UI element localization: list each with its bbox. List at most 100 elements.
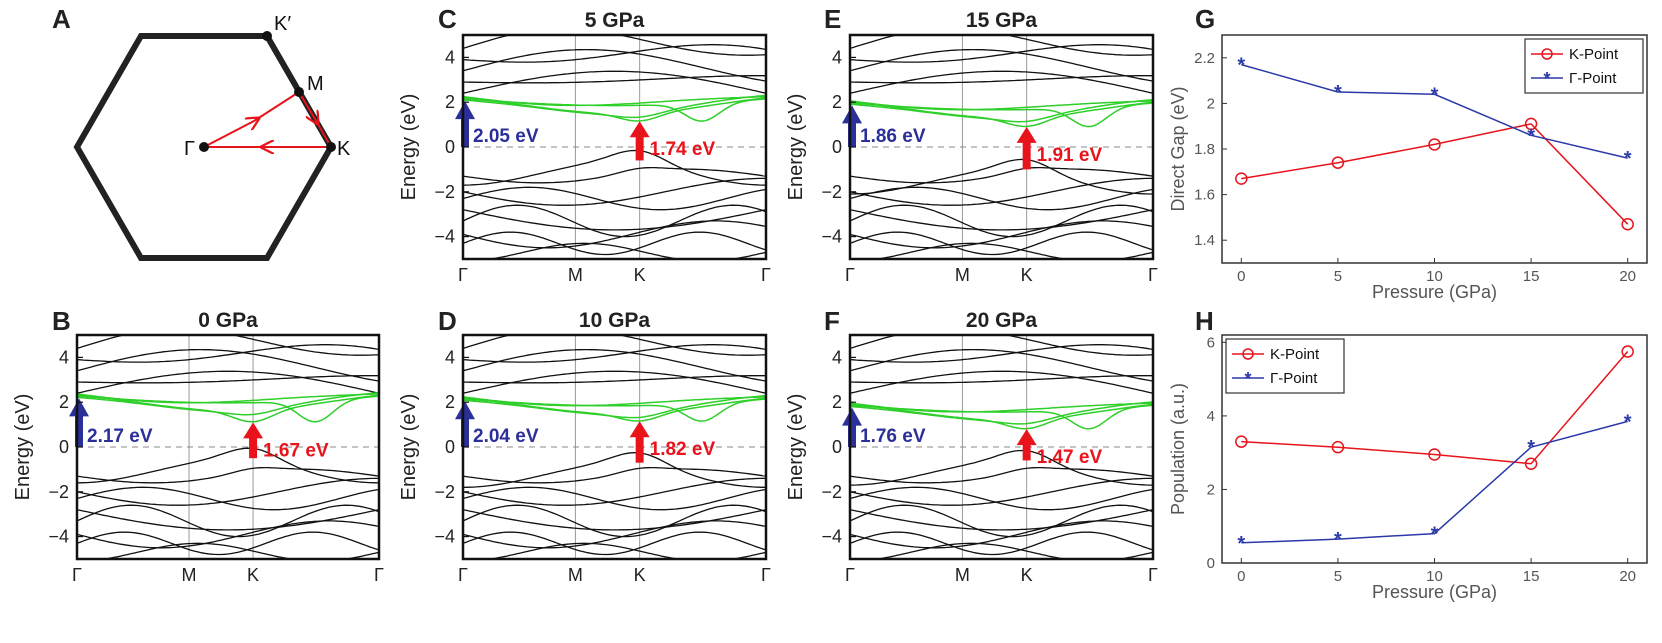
band-line: [463, 149, 766, 186]
panel-title: 20 GPa: [966, 309, 1038, 332]
data-point: *: [1334, 529, 1342, 551]
k-arrow-head: [629, 121, 650, 138]
y-tick-label: 2: [445, 92, 455, 112]
panel-title: 10 GPa: [579, 309, 651, 332]
band-line: [463, 344, 766, 363]
band-line: [850, 231, 1153, 256]
gamma-gap-label: 2.17 eV: [87, 426, 153, 447]
legend-label: K-Point: [1569, 46, 1619, 63]
band-line-green: [850, 100, 1153, 111]
band-line: [463, 477, 766, 506]
panel-label-d: D: [438, 306, 457, 336]
k-arrow-shaft: [1022, 140, 1031, 170]
band-line: [77, 466, 379, 484]
data-point: [1235, 435, 1248, 448]
kpath-label: Γ: [1148, 565, 1158, 585]
kpath-label: K: [634, 565, 646, 585]
y-tick-label: 1.8: [1194, 141, 1215, 158]
band-line: [486, 242, 766, 259]
y-tick-label: −4: [821, 227, 842, 247]
band-line: [850, 509, 1153, 531]
band-line: [850, 504, 1153, 538]
band-line: [850, 186, 1153, 211]
band-line: [463, 44, 766, 63]
panel-label-f: F: [824, 306, 840, 336]
band-line: [463, 520, 766, 549]
kpath-label: Γ: [1148, 265, 1158, 285]
panel-title: 0 GPa: [198, 309, 258, 332]
population-plot: 0 5 10 15 20 0 2 4 6 Pressure (GPa) Population (a.…: [1168, 334, 1648, 602]
y-tick-label: −2: [821, 182, 842, 202]
kpath-label: Γ: [72, 565, 82, 585]
legend-marker: [1242, 348, 1254, 360]
y-axis-label: Direct Gap (eV): [1168, 86, 1188, 211]
y-tick-label: 1.4: [1194, 232, 1215, 249]
k-gap-label: 1.91 eV: [1037, 145, 1103, 166]
x-axis-label: Pressure (GPa): [1372, 582, 1497, 602]
band-line-green: [850, 403, 1153, 430]
band-line-green: [77, 394, 379, 423]
gamma-arrow-shaft: [848, 121, 856, 147]
k-arrow-head: [1016, 429, 1037, 446]
band-line: [850, 486, 1153, 511]
y-tick-label: −2: [821, 482, 842, 502]
band-line: [77, 375, 379, 384]
band-line: [463, 177, 766, 206]
band-line: [873, 542, 1153, 559]
gamma-arrow-shaft: [461, 417, 469, 447]
band-lines: [77, 335, 379, 559]
x-tick-label: 20: [1619, 568, 1636, 585]
kpath-label: K: [634, 265, 646, 285]
y-tick-label: 4: [59, 347, 69, 367]
data-point: [1621, 345, 1634, 358]
y-axis-label: Energy (eV): [398, 94, 420, 201]
bz-label-m: M: [307, 73, 324, 95]
band-line-green: [77, 393, 379, 404]
k-gap-label: 1.47 eV: [1037, 447, 1103, 468]
legend-label: Γ-Point: [1270, 370, 1318, 387]
band-line: [77, 477, 379, 506]
y-tick-label: 4: [832, 47, 842, 67]
band-line: [463, 75, 766, 84]
kpath-label: M: [568, 265, 583, 285]
band-line-green: [463, 394, 766, 419]
band-line: [850, 220, 1153, 249]
kpath-label: Γ: [458, 265, 468, 285]
data-point: *: [1237, 533, 1245, 555]
band-lines: [850, 335, 1153, 559]
panel-label-a: A: [52, 4, 71, 34]
bz-label-k: K: [337, 138, 351, 160]
band-line: [463, 504, 766, 538]
kpath-label: Γ: [458, 565, 468, 585]
data-point: *: [1431, 524, 1439, 546]
band-line: [850, 466, 1153, 484]
band-line: [77, 348, 379, 382]
band-line: [850, 177, 1153, 206]
data-point: [1235, 172, 1248, 185]
y-tick-label: −2: [434, 182, 455, 202]
band-line: [77, 509, 379, 531]
data-point: *: [1527, 437, 1535, 459]
gamma-gap-label: 2.05 eV: [473, 126, 539, 147]
band-line: [850, 520, 1153, 549]
band-line: [463, 186, 766, 211]
kpath-label: K: [1021, 265, 1033, 285]
kpath-label: Γ: [374, 565, 384, 585]
band-line-green: [463, 94, 766, 119]
y-tick-label: 0: [59, 437, 69, 457]
y-tick-label: −4: [434, 527, 455, 547]
data-point: *: [1624, 411, 1632, 433]
kpath-label: Γ: [761, 565, 771, 585]
y-tick-label: 1.6: [1194, 187, 1215, 204]
y-tick-label: 4: [832, 347, 842, 367]
y-tick-label: 4: [445, 347, 455, 367]
band-line-green: [850, 402, 1153, 413]
y-tick-label: −4: [48, 527, 69, 547]
data-point: *: [1527, 125, 1535, 147]
legend-label: K-Point: [1270, 346, 1320, 363]
kpath-label: M: [182, 565, 197, 585]
bz-point-gamma: [199, 142, 209, 152]
